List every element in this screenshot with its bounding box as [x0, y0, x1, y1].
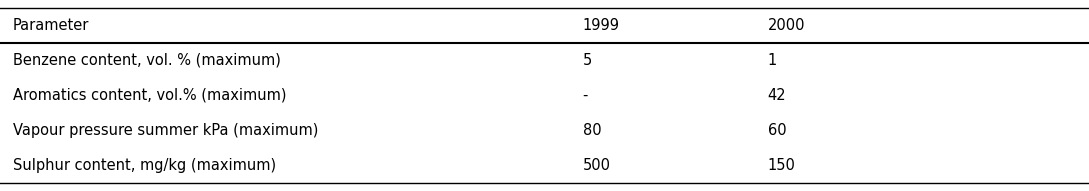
Text: 2000: 2000	[768, 18, 805, 33]
Text: -: -	[583, 88, 588, 103]
Text: 5: 5	[583, 53, 591, 68]
Text: Benzene content, vol. % (maximum): Benzene content, vol. % (maximum)	[13, 53, 281, 68]
Text: Parameter: Parameter	[13, 18, 89, 33]
Text: Vapour pressure summer kPa (maximum): Vapour pressure summer kPa (maximum)	[13, 123, 318, 138]
Text: Sulphur content, mg/kg (maximum): Sulphur content, mg/kg (maximum)	[13, 158, 277, 173]
Text: 42: 42	[768, 88, 786, 103]
Text: 500: 500	[583, 158, 611, 173]
Text: 60: 60	[768, 123, 786, 138]
Text: 80: 80	[583, 123, 601, 138]
Text: 1999: 1999	[583, 18, 620, 33]
Text: 1: 1	[768, 53, 776, 68]
Text: 150: 150	[768, 158, 796, 173]
Text: Aromatics content, vol.% (maximum): Aromatics content, vol.% (maximum)	[13, 88, 286, 103]
